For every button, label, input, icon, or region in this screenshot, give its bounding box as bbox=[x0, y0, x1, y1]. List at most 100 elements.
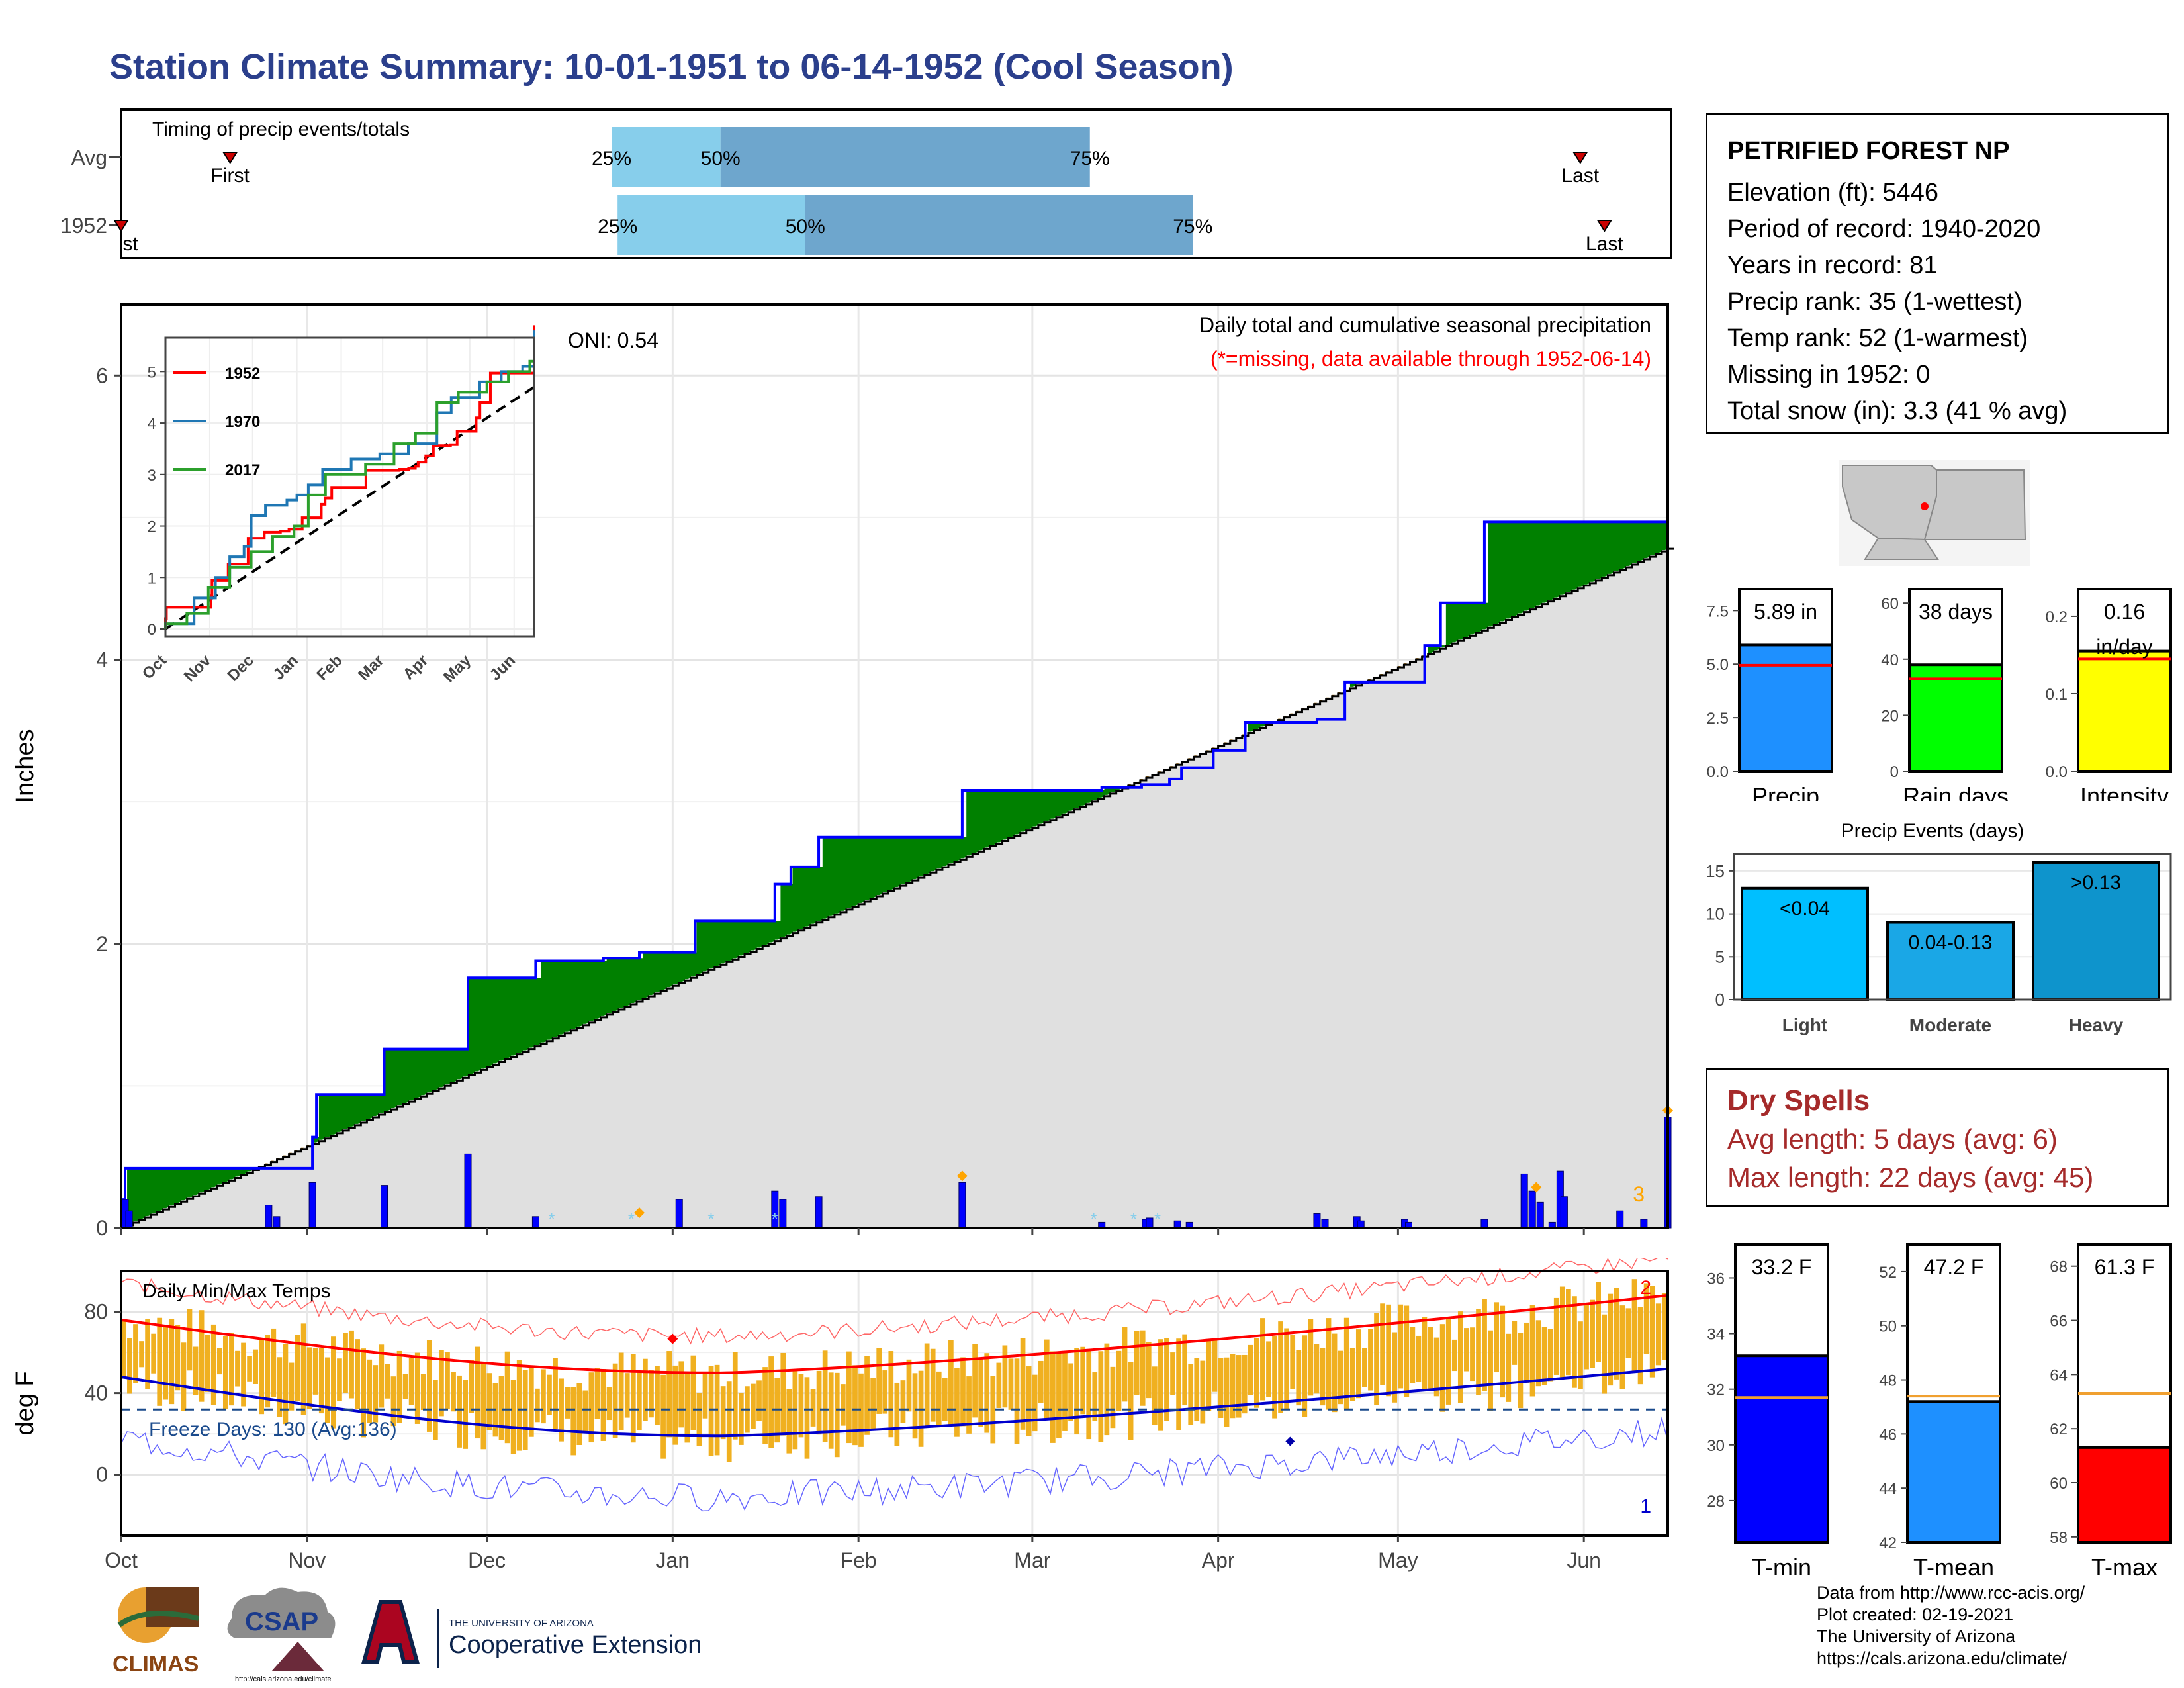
tsum-t-min-ytick-label: 30 bbox=[1707, 1437, 1725, 1455]
temp-chart: Freeze Days: 130 (Avg:136) Daily Min/Max … bbox=[11, 1258, 1669, 1572]
temp-xtick-label: Feb bbox=[841, 1548, 877, 1572]
precip-departure bbox=[1655, 522, 1662, 553]
temp-daily-bar bbox=[600, 1369, 606, 1441]
tsum-t-max-value-label: 61.3 F bbox=[2095, 1255, 2155, 1279]
precip-departure bbox=[210, 1168, 218, 1188]
temp-daily-bar bbox=[1596, 1282, 1602, 1362]
temp-daily-bar bbox=[1230, 1354, 1236, 1419]
temp-daily-bar bbox=[1290, 1335, 1296, 1389]
precip-departure bbox=[498, 978, 506, 1061]
precip-departure bbox=[870, 837, 877, 898]
events-ytick-label: 0 bbox=[1715, 990, 1725, 1009]
temp-daily-bar bbox=[151, 1333, 156, 1374]
precip-departure bbox=[786, 884, 794, 935]
precip-departure bbox=[1488, 522, 1494, 627]
precip-departure bbox=[726, 921, 733, 961]
precip-departure bbox=[1056, 790, 1063, 816]
precip-departure bbox=[408, 1049, 416, 1101]
precip-departure bbox=[235, 1168, 242, 1177]
temp-daily-bar bbox=[1002, 1345, 1008, 1408]
precip-departure bbox=[588, 961, 596, 1021]
precip-departure bbox=[780, 884, 787, 937]
precip-departure bbox=[858, 837, 865, 903]
precip-departure bbox=[145, 1168, 152, 1217]
precip-departure bbox=[1476, 602, 1482, 632]
temp-daily-bar bbox=[1224, 1357, 1230, 1427]
events-bar-label: >0.13 bbox=[2071, 872, 2121, 894]
precip-departure bbox=[978, 790, 985, 851]
precip-departure bbox=[822, 837, 829, 919]
temp-daily-bar bbox=[420, 1374, 426, 1411]
temp-daily-bar bbox=[139, 1341, 144, 1368]
temp-daily-bar bbox=[966, 1376, 972, 1434]
temp-daily-bar bbox=[1518, 1333, 1524, 1409]
temp-daily-bar bbox=[1086, 1350, 1092, 1440]
temp-record-marker bbox=[1285, 1436, 1295, 1446]
temp-daily-bar bbox=[1008, 1358, 1014, 1410]
precip-departure bbox=[672, 952, 679, 985]
temp-daily-bar bbox=[1619, 1305, 1625, 1389]
precip-departure bbox=[475, 978, 481, 1072]
precip-daily-bar bbox=[531, 1216, 539, 1229]
precip-departure bbox=[1260, 722, 1267, 727]
precip-departure bbox=[187, 1168, 194, 1198]
precip-departure bbox=[193, 1168, 200, 1196]
temp-daily-bar bbox=[253, 1349, 258, 1384]
temp-daily-bar bbox=[1284, 1328, 1289, 1409]
precip-departure bbox=[1584, 522, 1590, 585]
temp-xtick-label: May bbox=[1378, 1548, 1418, 1572]
inset-ytick-label: 3 bbox=[148, 467, 156, 485]
timing-first-label: First bbox=[211, 165, 250, 187]
temp-daily-bar bbox=[390, 1376, 396, 1427]
precip-ytick-label: 4 bbox=[96, 648, 108, 672]
temp-daily-bar bbox=[379, 1344, 385, 1408]
temp-daily-bar bbox=[618, 1352, 624, 1430]
temp-daily-bar bbox=[1661, 1293, 1667, 1360]
temp-record-bottom-label: 1 bbox=[1640, 1495, 1651, 1517]
summary-rain-days-value-label: 38 days bbox=[1919, 600, 1993, 624]
timing-q50-label: 50% bbox=[786, 216, 825, 238]
precip-departure bbox=[355, 1094, 361, 1124]
temp-daily-bar bbox=[247, 1356, 252, 1382]
credit-url: https://cals.arizona.edu/climate/ bbox=[1817, 1648, 2068, 1668]
precip-departure bbox=[157, 1168, 163, 1211]
temp-daily-bar bbox=[1128, 1362, 1134, 1440]
precip-departure bbox=[1086, 790, 1093, 803]
precip-departure bbox=[720, 921, 727, 964]
precip-departure bbox=[420, 1049, 428, 1096]
events-ytick-label: 10 bbox=[1706, 904, 1725, 924]
temp-daily-bar bbox=[1278, 1321, 1283, 1413]
precip-departure bbox=[828, 837, 835, 916]
precip-departure bbox=[175, 1168, 182, 1203]
temp-daily-bar bbox=[331, 1336, 336, 1429]
precip-departure bbox=[547, 961, 553, 1040]
temp-daily-bar bbox=[960, 1357, 966, 1427]
temp-daily-bar bbox=[1547, 1329, 1553, 1382]
precip-departure bbox=[247, 1168, 253, 1172]
precip-departure bbox=[1590, 522, 1596, 582]
temp-daily-bar bbox=[672, 1365, 678, 1445]
temp-record-max-line bbox=[120, 1258, 1668, 1345]
temp-daily-bar bbox=[1343, 1317, 1349, 1410]
temp-daily-bar bbox=[900, 1380, 906, 1423]
tsum-t-max-ytick-label: 58 bbox=[2050, 1529, 2068, 1547]
summary-precip-ytick-label: 7.5 bbox=[1707, 602, 1729, 620]
precip-departure bbox=[216, 1168, 224, 1185]
temp-daily-bar bbox=[1631, 1279, 1637, 1371]
temp-daily-bar bbox=[475, 1346, 480, 1439]
summary-intensity-bar bbox=[2077, 649, 2172, 773]
temp-daily-bar bbox=[1590, 1299, 1595, 1368]
dry-spells-max: Max length: 22 days (avg: 45) bbox=[1727, 1162, 2094, 1193]
station-snow: Total snow (in): 3.3 (41 % avg) bbox=[1727, 397, 2068, 425]
precip-departure bbox=[1062, 790, 1069, 814]
temp-daily-bar bbox=[553, 1358, 558, 1429]
precip-departure bbox=[960, 837, 967, 859]
csap-text: CSAP bbox=[245, 1607, 318, 1636]
precip-departure bbox=[1032, 790, 1039, 827]
temp-daily-bar bbox=[547, 1374, 552, 1415]
timing-q75-label: 75% bbox=[1070, 148, 1110, 169]
temp-daily-bar bbox=[1032, 1374, 1038, 1432]
temp-daily-bar bbox=[157, 1317, 163, 1406]
precip-cumulative-line bbox=[120, 389, 1669, 1228]
summary-precip-ytick-label: 2.5 bbox=[1707, 710, 1729, 727]
